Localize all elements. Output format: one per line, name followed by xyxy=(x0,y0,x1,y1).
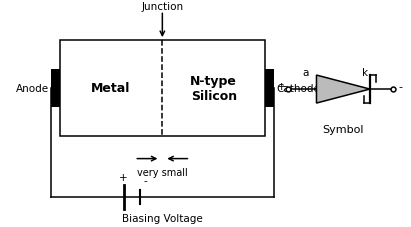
Text: Biasing Voltage: Biasing Voltage xyxy=(122,213,203,223)
Text: a: a xyxy=(302,68,308,78)
Text: Anode: Anode xyxy=(16,84,48,94)
Text: very small: very small xyxy=(137,167,188,177)
Text: k: k xyxy=(362,68,368,78)
Text: +: + xyxy=(119,173,128,183)
Text: -: - xyxy=(143,176,147,185)
Text: +: + xyxy=(277,82,286,92)
Text: N-type
Silicon: N-type Silicon xyxy=(190,75,237,102)
Bar xyxy=(51,69,60,108)
Text: Symbol: Symbol xyxy=(323,125,364,134)
Polygon shape xyxy=(316,76,370,104)
Text: Cathode: Cathode xyxy=(276,84,320,94)
Bar xyxy=(265,69,274,108)
Text: Metal: Metal xyxy=(91,82,131,95)
Bar xyxy=(60,41,265,136)
Text: -: - xyxy=(398,82,402,92)
Text: Junction: Junction xyxy=(141,2,183,12)
